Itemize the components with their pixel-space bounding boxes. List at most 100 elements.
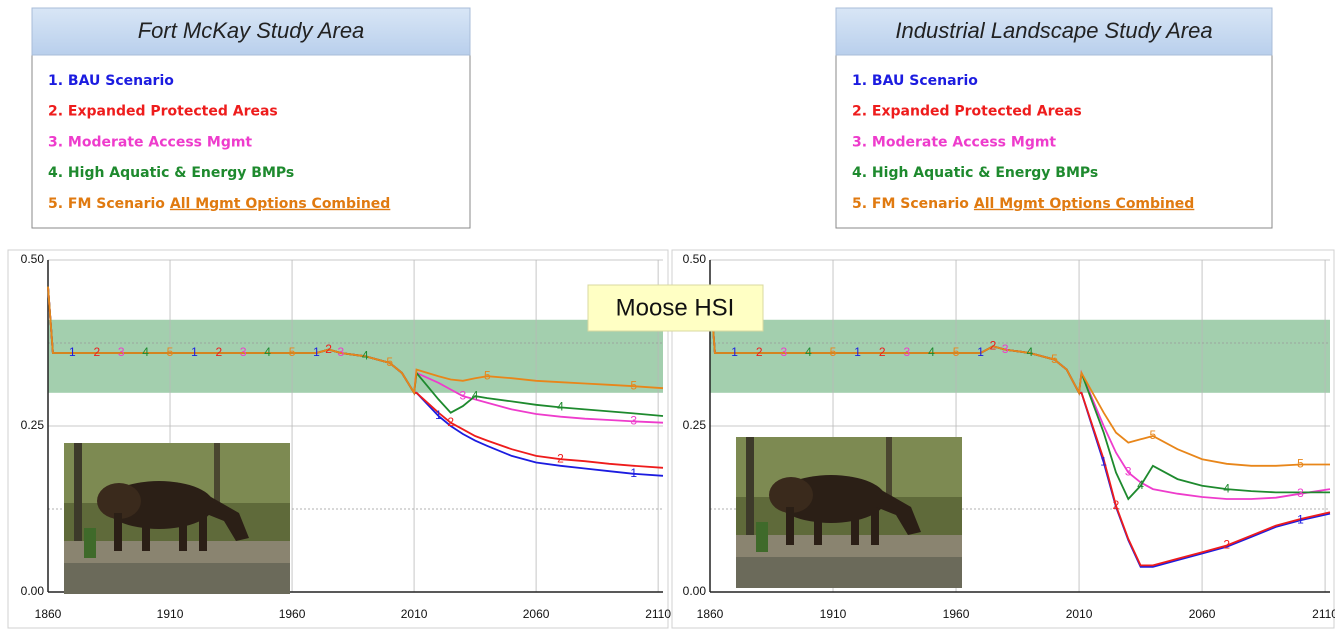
legend-label: 1. BAU Scenario bbox=[852, 73, 978, 89]
line-marker: 5 bbox=[1297, 457, 1304, 471]
line-marker: 5 bbox=[484, 368, 491, 382]
chart-title: Industrial Landscape Study Area bbox=[895, 18, 1212, 43]
reference-band bbox=[710, 319, 1330, 393]
x-tick-label: 2010 bbox=[1066, 607, 1093, 621]
line-marker: 2 bbox=[215, 345, 222, 359]
line-marker: 5 bbox=[167, 345, 174, 359]
line-marker: 4 bbox=[142, 345, 149, 359]
x-tick-label: 1960 bbox=[279, 607, 306, 621]
x-tick-label: 2110 bbox=[645, 607, 671, 621]
y-tick-label: 0.25 bbox=[21, 418, 45, 432]
moose-photo bbox=[64, 443, 290, 594]
legend-entry: 4. High Aquatic & Energy BMPs bbox=[48, 165, 294, 181]
line-marker: 2 bbox=[879, 345, 886, 359]
x-tick-label: 1910 bbox=[820, 607, 847, 621]
x-tick-label: 1960 bbox=[943, 607, 970, 621]
legend-label: 2. Expanded Protected Areas bbox=[48, 104, 278, 120]
line-marker: 3 bbox=[1125, 465, 1132, 479]
line-marker: 1 bbox=[191, 345, 198, 359]
legend-entry: 5. FM Scenario All Mgmt Options Combined bbox=[852, 196, 1194, 212]
x-tick-label: 2060 bbox=[523, 607, 550, 621]
legend-label: 4. High Aquatic & Energy BMPs bbox=[852, 165, 1098, 181]
legend-entry: 2. Expanded Protected Areas bbox=[48, 104, 278, 120]
line-marker: 2 bbox=[447, 415, 454, 429]
line-marker: 2 bbox=[1113, 498, 1120, 512]
line-marker: 4 bbox=[805, 345, 812, 359]
chart-label: Moose HSI bbox=[616, 294, 735, 321]
line-marker: 1 bbox=[854, 345, 861, 359]
legend-entry: 3. Moderate Access Mgmt bbox=[852, 134, 1056, 150]
chart-title: Fort McKay Study Area bbox=[138, 18, 365, 43]
line-marker: 4 bbox=[362, 348, 369, 362]
y-tick-label: 0.00 bbox=[683, 584, 707, 598]
legend-entry: 5. FM Scenario All Mgmt Options Combined bbox=[48, 196, 390, 212]
line-marker: 3 bbox=[1297, 486, 1304, 500]
line-marker: 4 bbox=[1026, 345, 1033, 359]
line-marker: 4 bbox=[928, 345, 935, 359]
line-marker: 2 bbox=[990, 338, 997, 352]
y-tick-label: 0.50 bbox=[683, 252, 707, 266]
line-marker: 5 bbox=[386, 355, 393, 369]
legend-label: 5. FM Scenario bbox=[48, 196, 165, 212]
x-tick-label: 2060 bbox=[1189, 607, 1216, 621]
line-marker: 3 bbox=[460, 388, 467, 402]
x-tick-label: 1860 bbox=[697, 607, 724, 621]
legend: Fort McKay Study Area 1. BAU Scenario 2. E… bbox=[31, 7, 471, 229]
line-marker: 2 bbox=[756, 345, 763, 359]
line-marker: 5 bbox=[830, 345, 837, 359]
series-line bbox=[709, 286, 1330, 467]
line-marker: 1 bbox=[1100, 455, 1107, 469]
line-marker: 1 bbox=[69, 345, 76, 359]
series-line bbox=[47, 286, 664, 396]
legend-entry: 1. BAU Scenario bbox=[852, 73, 978, 89]
line-marker: 1 bbox=[435, 408, 442, 422]
line-marker: 5 bbox=[289, 345, 296, 359]
line-marker: 4 bbox=[557, 400, 564, 414]
legend-label: 1. BAU Scenario bbox=[48, 73, 174, 89]
label-box bbox=[587, 284, 764, 332]
line-marker: 5 bbox=[630, 378, 637, 392]
y-tick-label: 0.25 bbox=[683, 418, 707, 432]
title-box bbox=[31, 7, 471, 56]
y-tick-label: 0.00 bbox=[21, 584, 45, 598]
line-marker: 3 bbox=[240, 345, 247, 359]
line-marker: 3 bbox=[903, 345, 910, 359]
legend-emphasis: All Mgmt Options Combined bbox=[974, 196, 1194, 212]
line-marker: 1 bbox=[313, 345, 320, 359]
line-marker: 4 bbox=[472, 388, 479, 402]
x-tick-label: 2110 bbox=[1312, 607, 1335, 621]
line-marker: 3 bbox=[118, 345, 125, 359]
legend-entry: 1. BAU Scenario bbox=[48, 73, 174, 89]
line-marker: 5 bbox=[953, 345, 960, 359]
x-tick-label: 1860 bbox=[35, 607, 62, 621]
line-marker: 3 bbox=[630, 414, 637, 428]
moose-photo bbox=[736, 437, 962, 588]
legend-label: 3. Moderate Access Mgmt bbox=[852, 134, 1056, 150]
legend-label: 5. FM Scenario bbox=[852, 196, 969, 212]
line-marker: 4 bbox=[1223, 481, 1230, 495]
reference-band bbox=[48, 319, 663, 393]
legend-entry: 4. High Aquatic & Energy BMPs bbox=[852, 165, 1098, 181]
legend-entry: 3. Moderate Access Mgmt bbox=[48, 134, 252, 150]
line-marker: 1 bbox=[1297, 512, 1304, 526]
line-marker: 1 bbox=[977, 345, 984, 359]
line-marker: 4 bbox=[264, 345, 271, 359]
legend-boxes: Fort McKay Study Area 1. BAU Scenario 2. E… bbox=[31, 7, 1273, 229]
line-marker: 2 bbox=[1223, 538, 1230, 552]
x-tick-label: 1910 bbox=[157, 607, 184, 621]
line-marker: 2 bbox=[93, 345, 100, 359]
line-marker: 3 bbox=[780, 345, 787, 359]
legend-label: 2. Expanded Protected Areas bbox=[852, 104, 1082, 120]
line-marker: 2 bbox=[325, 342, 332, 356]
line-marker: 5 bbox=[1150, 428, 1157, 442]
line-marker: 3 bbox=[338, 345, 345, 359]
line-marker: 3 bbox=[1002, 342, 1009, 356]
line-marker: 1 bbox=[731, 345, 738, 359]
title-box bbox=[835, 7, 1273, 56]
line-marker: 2 bbox=[557, 451, 564, 465]
x-tick-label: 2010 bbox=[401, 607, 428, 621]
legend-entry: 2. Expanded Protected Areas bbox=[852, 104, 1082, 120]
line-marker: 4 bbox=[1137, 478, 1144, 492]
legend-label: 4. High Aquatic & Energy BMPs bbox=[48, 165, 294, 181]
